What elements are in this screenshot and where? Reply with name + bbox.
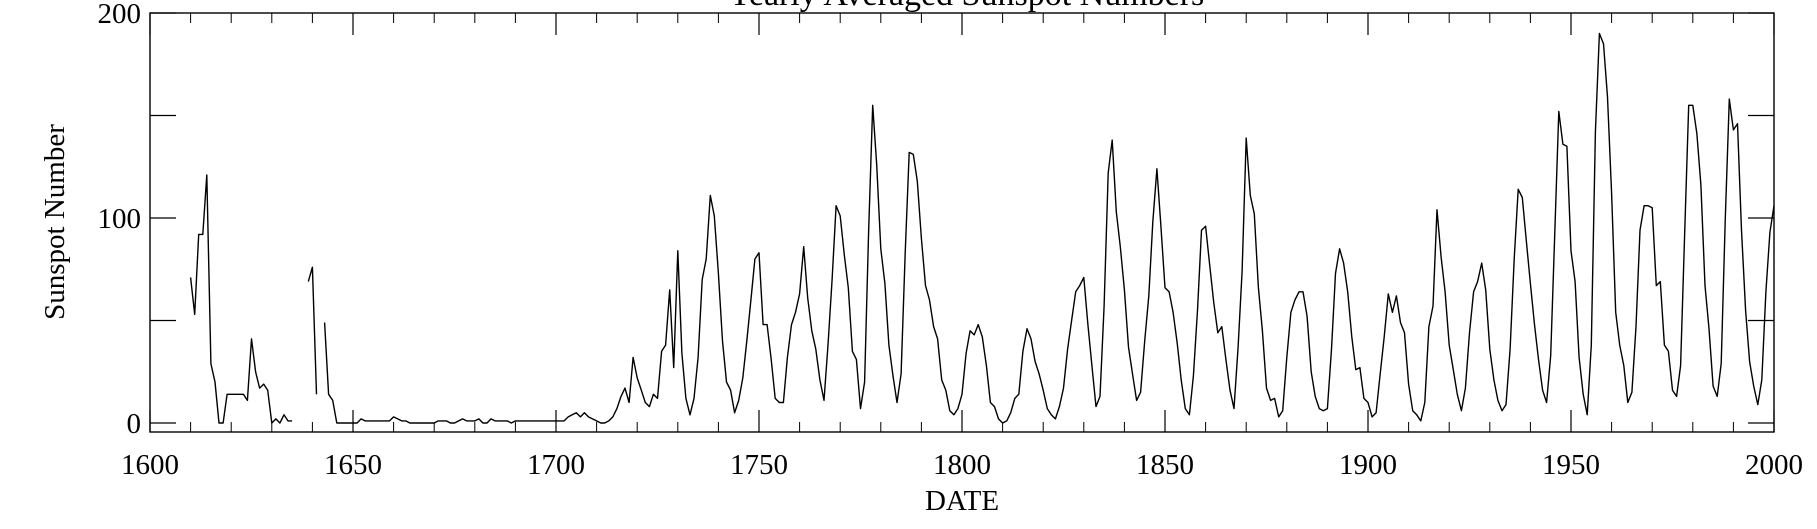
y-tick-label: 0: [127, 408, 142, 440]
y-tick-label: 100: [98, 203, 142, 235]
x-tick-label: 1850: [1136, 449, 1194, 481]
x-tick-label: 1750: [730, 449, 788, 481]
tick-layer: 1600 1650 1700 1750 1800 1850 1900 1950 2000 0 100…: [98, 0, 1804, 481]
x-tick-label: 1800: [933, 449, 991, 481]
x-axis-title: DATE: [925, 485, 999, 517]
x-tick-label: 2000: [1745, 449, 1803, 481]
y-tick-label: 200: [98, 0, 142, 30]
x-tick-label: 1600: [121, 449, 179, 481]
series-line-segment-0: [189, 174, 293, 424]
x-tick-label: 1900: [1339, 449, 1397, 481]
series-line-segment-2: [323, 32, 1775, 424]
series-layer: [189, 32, 1775, 424]
x-tick-label: 1950: [1542, 449, 1600, 481]
plot-frame: [149, 12, 1775, 433]
chart-title: Yearly Averaged Sunspot Numbers: [728, 0, 1205, 13]
series-line-segment-1: [307, 266, 318, 395]
x-tick-label: 1700: [527, 449, 585, 481]
x-tick-label: 1650: [324, 449, 382, 481]
y-axis-title: Sunspot Number: [39, 124, 71, 320]
